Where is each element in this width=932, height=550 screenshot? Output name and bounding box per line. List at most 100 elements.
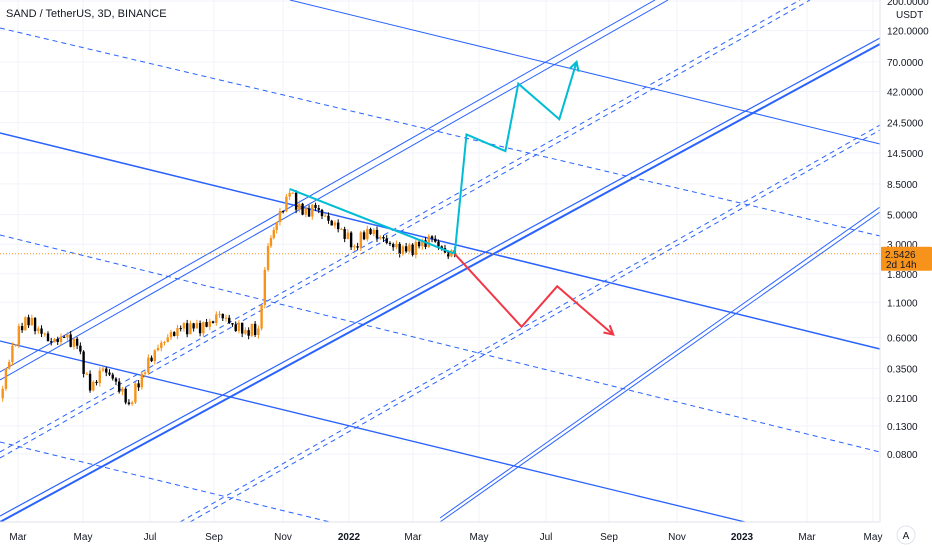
time-tick-label: Jul: [540, 532, 553, 543]
price-tick-label: 1.1000: [887, 298, 918, 309]
candle-body: [85, 373, 89, 375]
price-tick-label: 120.0000: [887, 27, 929, 38]
candle-body: [192, 323, 195, 329]
candle-body: [17, 326, 21, 345]
dashed-mid-desc-line: [0, 234, 881, 453]
candle-body: [272, 229, 276, 239]
price-axis[interactable]: 200.0000 120.0000 70.0000 42.0000 24.5000 14.…: [879, 0, 932, 550]
candle-body: [343, 229, 346, 239]
candle-body: [173, 332, 176, 336]
ascending-channel-lower-a: [0, 43, 881, 523]
candle-body: [401, 246, 405, 254]
candle-body: [244, 330, 247, 334]
candle-body: [231, 323, 234, 325]
time-tick-label: Mar: [798, 532, 816, 543]
candle-body: [385, 238, 388, 243]
dashed-upper-desc-line: [0, 27, 881, 237]
time-tick-label: Sep: [600, 532, 618, 543]
candle-body: [301, 203, 304, 215]
candle-body: [160, 342, 163, 348]
candle-body: [208, 321, 212, 327]
candle-body: [198, 323, 202, 334]
auto-scale-label: A: [903, 531, 910, 542]
candle-body: [147, 357, 150, 373]
candle-body: [127, 402, 131, 404]
candle-body: [205, 322, 208, 327]
candle-body: [434, 238, 437, 242]
candle-body: [124, 388, 127, 403]
top-descending-line: [289, 0, 881, 145]
candle-body: [143, 372, 147, 374]
candle-body: [179, 328, 182, 330]
auto-scale-button[interactable]: [896, 525, 916, 545]
candle-body: [320, 209, 324, 217]
candle-body: [111, 374, 114, 379]
candle-body: [27, 317, 30, 326]
candle-body: [114, 378, 118, 382]
candle-body: [11, 345, 14, 363]
time-tick-label: Mar: [9, 532, 27, 543]
candle-body: [137, 383, 140, 388]
candle-body: [447, 252, 450, 257]
time-axis[interactable]: Mar May Jul Sep Nov 2022 Mar May Jul Sep Nov 2023 Ma…: [0, 521, 916, 550]
dashed-lower-desc-line: [0, 441, 331, 523]
candle-body: [369, 229, 372, 235]
candle-body: [421, 240, 424, 247]
time-tick-label: 2023: [731, 532, 754, 543]
candle-body: [411, 244, 414, 255]
candle-body: [182, 323, 186, 329]
candle-body: [427, 236, 430, 247]
candle-body: [215, 314, 218, 324]
candle-body: [333, 222, 337, 226]
lower-parallel-a: [439, 211, 881, 523]
candle-body: [398, 243, 401, 254]
candle-body: [430, 236, 434, 239]
candle-body: [260, 304, 263, 329]
candle-body: [237, 322, 241, 332]
candle-body: [69, 334, 72, 347]
candle-body: [285, 196, 288, 212]
price-tick-label: 0.2100: [887, 394, 918, 405]
price-tick-label: 200.0000: [887, 0, 929, 8]
candle-body: [253, 323, 257, 335]
candle-body: [356, 246, 359, 248]
candle-body: [346, 232, 350, 239]
trend-lines: [0, 0, 881, 523]
candle-body: [288, 192, 291, 197]
candle-body: [108, 372, 111, 375]
time-tick-label: May: [864, 532, 883, 543]
time-tick-label: Sep: [205, 532, 223, 543]
candle-body: [408, 244, 411, 252]
price-tick-label: 3.0000: [887, 240, 918, 251]
candle-body: [24, 317, 27, 331]
candle-body: [379, 236, 382, 239]
candle-body: [150, 357, 153, 362]
candle-body: [130, 402, 134, 404]
candle-body: [234, 324, 237, 332]
candle-body: [307, 208, 311, 217]
candle-body: [4, 368, 8, 389]
candle-body: [202, 322, 205, 334]
price-tick-label: 42.0000: [887, 87, 924, 98]
candle-body: [250, 323, 254, 336]
dashed-mid-channel-b: [0, 0, 801, 453]
time-tick-label: May: [470, 532, 489, 543]
candle-body: [82, 351, 85, 375]
candle-body: [311, 204, 314, 217]
candle-body: [382, 236, 385, 239]
candle-body: [33, 317, 37, 332]
dashed-lower-channel-a: [179, 124, 881, 523]
dashed-lower-channel-b: [189, 129, 881, 523]
grid: [0, 0, 880, 522]
candle-body: [275, 222, 278, 230]
bearish-projection-path: [453, 253, 614, 336]
candle-body: [404, 246, 408, 252]
candle-body: [314, 204, 317, 209]
candle-body: [153, 350, 157, 362]
candle-body: [72, 338, 76, 347]
time-axis-bg: [0, 522, 880, 550]
candle-body: [247, 330, 250, 336]
projections: [0, 59, 880, 336]
time-tick-label: Jul: [144, 532, 157, 543]
